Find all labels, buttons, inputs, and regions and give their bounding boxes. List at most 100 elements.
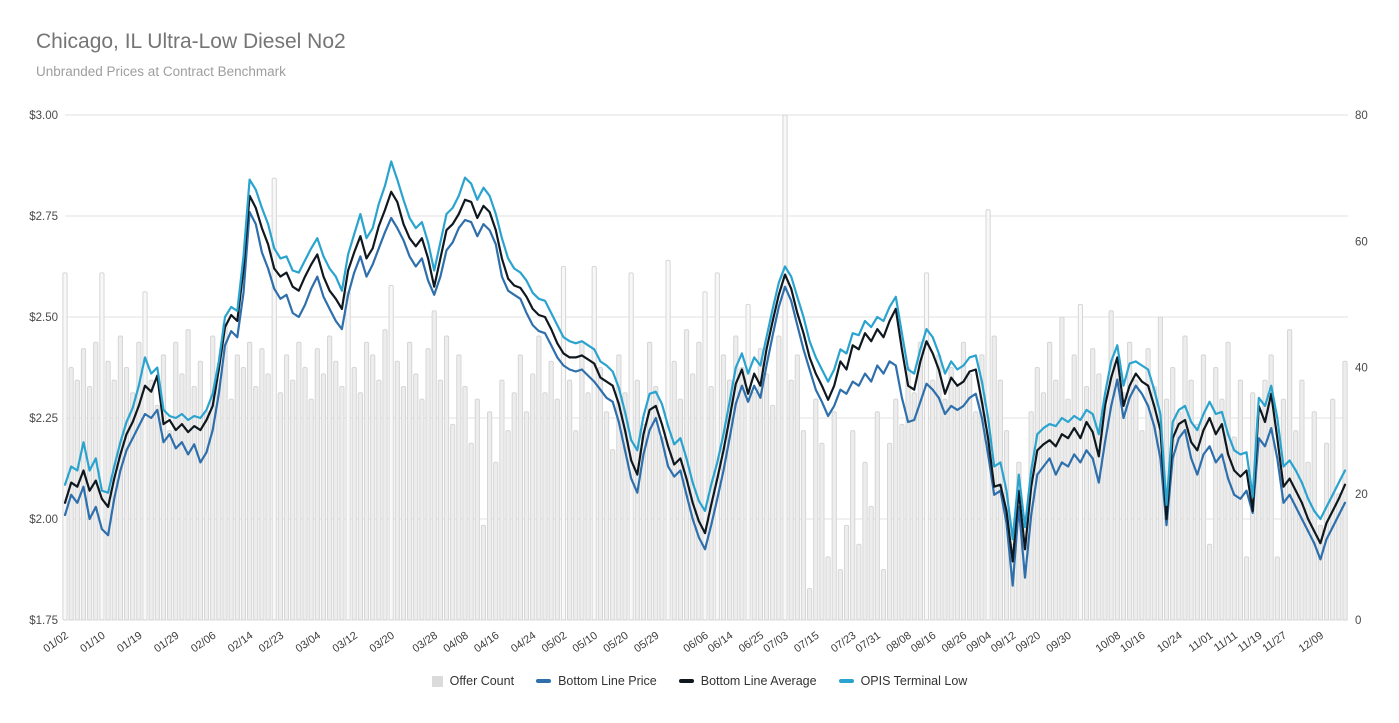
- offer-count-bar: [542, 392, 548, 621]
- offer-count-bar: [1213, 367, 1219, 621]
- legend-item-bottom-line-price[interactable]: Bottom Line Price: [536, 674, 657, 688]
- offer-count-bar: [339, 385, 345, 621]
- offer-count-bar: [548, 360, 554, 621]
- legend-item-opis-terminal-low[interactable]: OPIS Terminal Low: [838, 674, 967, 688]
- x-axis-tick-label: 08/16: [909, 630, 938, 656]
- x-axis-tick-label: 05/20: [601, 630, 630, 656]
- offer-count-bar: [240, 367, 247, 621]
- offer-count-bar: [320, 373, 327, 621]
- offer-count-bars: [62, 114, 1348, 621]
- offer-count-bar: [905, 367, 911, 621]
- offer-count-bar: [1047, 341, 1053, 621]
- offer-count-bar: [456, 354, 462, 621]
- x-axis-tick-label: 11/01: [1187, 630, 1216, 655]
- offer-count-bar: [579, 341, 585, 621]
- offer-count-bar: [1200, 354, 1207, 621]
- bottom-line-price-swatch-icon: [536, 679, 552, 683]
- offer-count-bar: [1040, 392, 1047, 621]
- offer-count-bar: [277, 392, 283, 621]
- offer-count-bar: [1305, 461, 1311, 621]
- offer-count-bar: [1317, 524, 1323, 621]
- offer-count-bar: [99, 272, 105, 621]
- x-axis-tick-label: 09/30: [1044, 630, 1073, 656]
- y-axis-left-tick-label: $2.25: [29, 413, 58, 425]
- offer-count-bar: [647, 341, 653, 621]
- offer-count-bar: [142, 291, 148, 621]
- offer-count-bar: [1083, 385, 1090, 621]
- offer-count-bar: [314, 348, 320, 621]
- offer-count-bar: [554, 398, 560, 621]
- offer-count-bar: [1336, 493, 1342, 621]
- offer-count-bar: [154, 404, 160, 621]
- x-axis-tick-label: 01/19: [115, 630, 144, 656]
- x-axis-tick-label: 07/15: [792, 630, 821, 656]
- offer-count-bar: [1145, 348, 1151, 621]
- legend-item-label: Offer Count: [449, 674, 515, 688]
- x-axis-tick-label: 01/29: [152, 630, 181, 656]
- offer-count-bar: [222, 322, 228, 621]
- legend-item-bottom-line-average[interactable]: Bottom Line Average: [678, 674, 817, 688]
- offer-count-bar: [1287, 329, 1293, 621]
- offer-count-bar: [794, 354, 800, 621]
- offer-count-bar: [327, 335, 333, 621]
- offer-count-bar: [388, 284, 394, 621]
- offer-count-bar: [1096, 373, 1102, 621]
- x-axis-tick-label: 03/20: [367, 630, 396, 656]
- offer-count-bar: [1053, 379, 1059, 621]
- chart-title: Chicago, IL Ultra-Low Diesel No2: [36, 30, 346, 53]
- offer-count-bar: [1133, 379, 1139, 621]
- offer-count-bar: [1311, 411, 1317, 621]
- offer-count-bar: [376, 379, 382, 621]
- offer-count-bar: [893, 398, 899, 621]
- offer-count-bar: [1065, 398, 1071, 621]
- x-axis-tick-label: 10/16: [1118, 630, 1147, 656]
- offer-count-bar: [782, 114, 788, 621]
- offer-count-bar: [62, 272, 68, 621]
- offer-count-bar: [948, 367, 954, 621]
- offer-count-bar: [1127, 341, 1133, 621]
- offer-count-bar: [462, 385, 468, 621]
- offer-count-bar: [1268, 354, 1274, 621]
- offer-count-bar: [474, 398, 480, 621]
- offer-count-bar: [351, 367, 357, 621]
- legend-item-offer-count[interactable]: Offer Count: [431, 674, 515, 688]
- x-axis-tick-label: 09/04: [964, 630, 993, 656]
- x-axis-tick-label: 01/02: [41, 630, 70, 656]
- offer-count-bar: [714, 272, 720, 621]
- offer-count-bar: [788, 379, 794, 621]
- offer-count-bar: [185, 329, 191, 621]
- offer-count-bar: [517, 354, 523, 621]
- x-axis-tick-label: 04/16: [472, 630, 501, 656]
- offer-count-bar: [591, 266, 597, 621]
- offer-count-bar: [1114, 360, 1120, 621]
- offer-count-bar: [191, 385, 197, 621]
- offer-count-bar: [597, 367, 603, 621]
- offer-count-bar: [1059, 316, 1065, 621]
- offer-count-bar: [813, 398, 819, 621]
- x-axis-tick-label: 05/02: [540, 630, 569, 656]
- offer-count-bar: [954, 385, 960, 621]
- y-axis-left-tick-label: $2.75: [29, 211, 58, 223]
- offer-count-bar: [499, 379, 505, 621]
- offer-count-bar: [505, 430, 511, 621]
- offer-count-bar: [567, 379, 573, 621]
- offer-count-bar: [917, 341, 923, 621]
- offer-count-bar: [1120, 392, 1127, 621]
- y-axis-left-tick-label: $3.00: [29, 110, 58, 122]
- offer-count-bar: [210, 335, 216, 621]
- x-axis-tick-label: 03/04: [294, 630, 323, 656]
- offer-count-bar: [887, 442, 893, 621]
- offer-count-bar: [634, 379, 640, 621]
- offer-count-bar: [923, 272, 930, 621]
- offer-count-bar: [800, 430, 807, 621]
- offer-count-bar: [345, 291, 351, 621]
- x-axis-tick-label: 09/20: [1014, 630, 1043, 656]
- offer-count-bar: [850, 430, 856, 621]
- offer-count-bar: [757, 348, 763, 621]
- offer-count-bar: [899, 423, 905, 621]
- offer-count-bar: [394, 360, 400, 621]
- offer-count-bar: [745, 303, 751, 621]
- y-axis-left-tick-label: $1.75: [29, 615, 58, 627]
